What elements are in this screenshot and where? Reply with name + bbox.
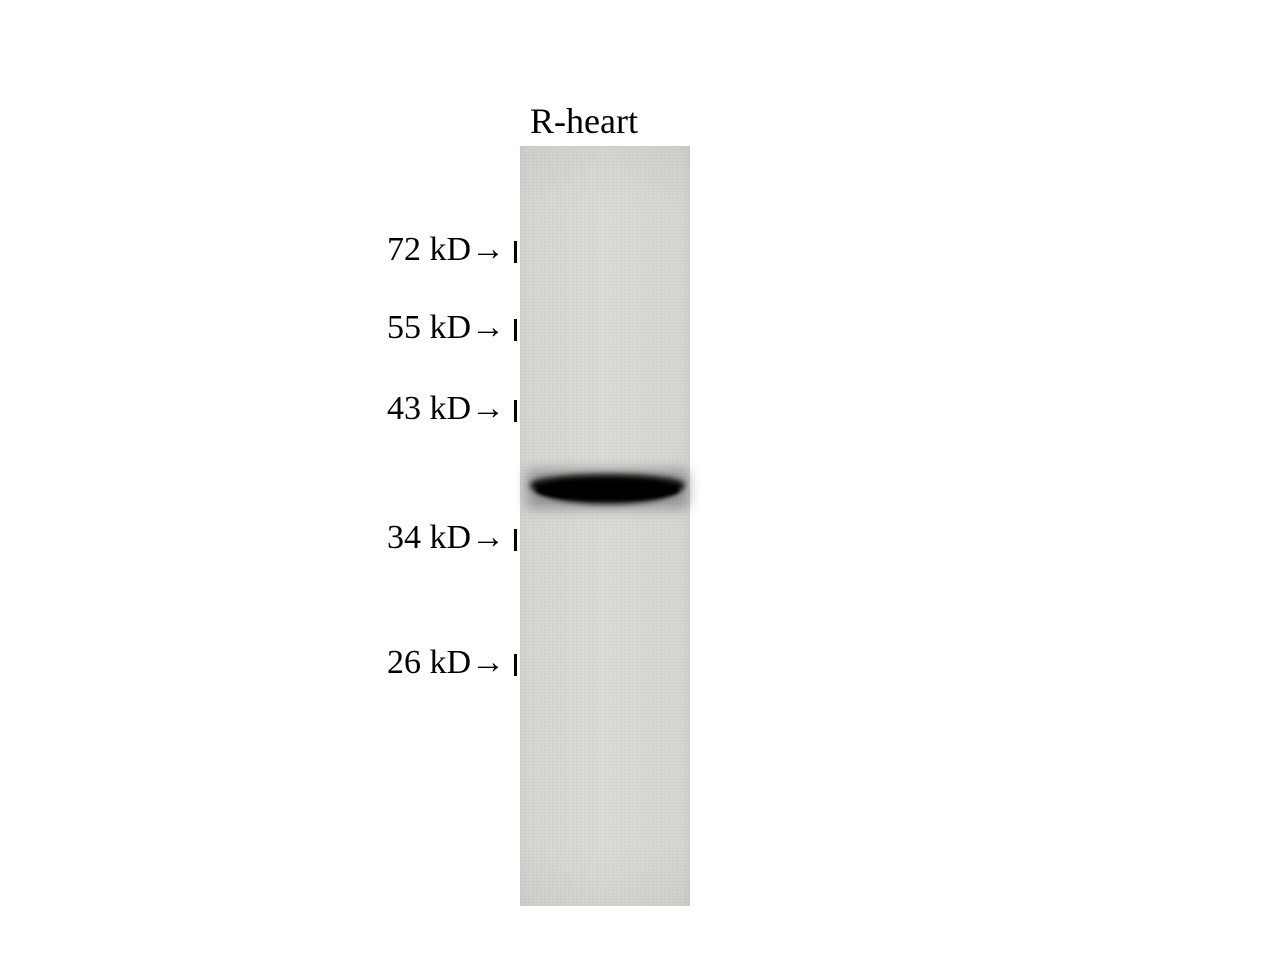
arrow-right-icon: → [471, 231, 505, 268]
arrow-right-icon: → [471, 390, 505, 427]
mw-marker-tick [514, 529, 517, 551]
gel-lane-texture [520, 146, 690, 906]
lane-label: R-heart [530, 100, 638, 142]
mw-marker-label: 72 kD→ [387, 231, 505, 269]
arrow-right-icon: → [471, 644, 505, 681]
mw-marker-label: 26 kD→ [387, 644, 505, 682]
arrow-right-icon: → [471, 309, 505, 346]
gel-lane [520, 146, 690, 906]
mw-marker-tick [514, 241, 517, 263]
mw-marker-tick [514, 654, 517, 676]
mw-marker-label: 34 kD→ [387, 519, 505, 557]
arrow-right-icon: → [471, 519, 505, 556]
mw-marker-label: 55 kD→ [387, 309, 505, 347]
mw-marker-label: 43 kD→ [387, 390, 505, 428]
mw-marker-tick [514, 400, 517, 422]
protein-band-core [536, 480, 679, 500]
mw-marker-tick [514, 319, 517, 341]
